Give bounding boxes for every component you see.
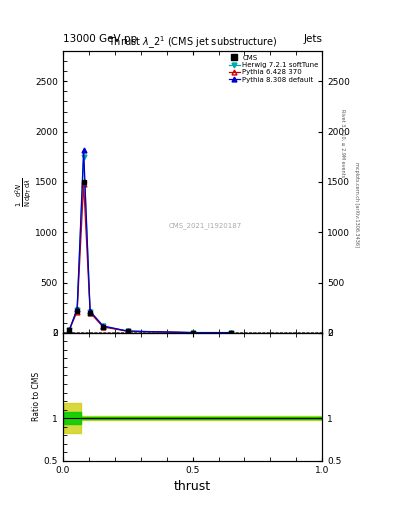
Text: Jets: Jets xyxy=(303,33,322,44)
Y-axis label: Ratio to CMS: Ratio to CMS xyxy=(32,372,41,421)
Title: Thrust $\lambda\_2^1$ (CMS jet substructure): Thrust $\lambda\_2^1$ (CMS jet substruct… xyxy=(108,35,277,51)
Legend: CMS, Herwig 7.2.1 softTune, Pythia 6.428 370, Pythia 8.308 default: CMS, Herwig 7.2.1 softTune, Pythia 6.428… xyxy=(228,53,320,84)
Text: CMS_2021_I1920187: CMS_2021_I1920187 xyxy=(169,222,242,229)
Text: mcplots.cern.ch [arXiv:1306.3436]: mcplots.cern.ch [arXiv:1306.3436] xyxy=(354,162,359,247)
X-axis label: thrust: thrust xyxy=(174,480,211,493)
Text: $\frac{1}{\mathrm{N}}\frac{\mathrm{d}^2N}{\mathrm{d}p_T\,\mathrm{d}\lambda}$: $\frac{1}{\mathrm{N}}\frac{\mathrm{d}^2N… xyxy=(14,177,34,207)
Text: Rivet 3.1.10, ≥ 2.9M events: Rivet 3.1.10, ≥ 2.9M events xyxy=(340,109,345,178)
Text: 13000 GeV pp: 13000 GeV pp xyxy=(63,33,137,44)
